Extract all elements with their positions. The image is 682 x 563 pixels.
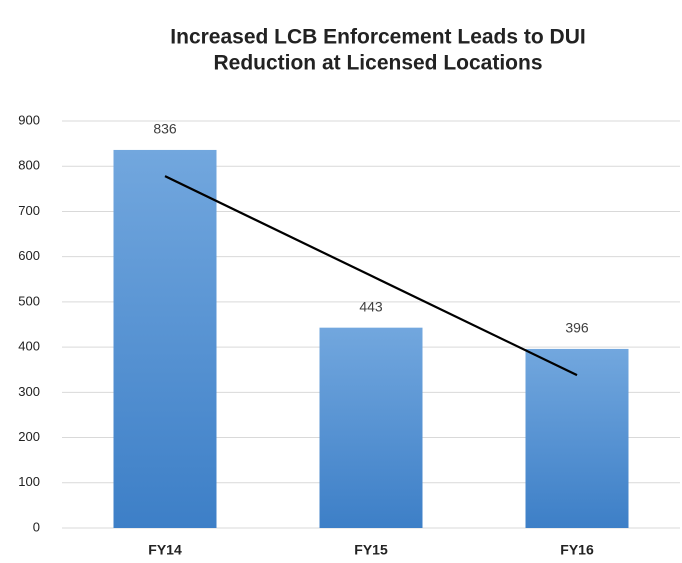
data-label: 396 [565, 320, 589, 336]
y-tick-label: 100 [18, 474, 40, 489]
chart-title: Increased LCB Enforcement Leads to DUI [170, 26, 585, 49]
y-tick-label: 0 [33, 519, 40, 534]
y-tick-label: 700 [18, 203, 40, 218]
y-tick-label: 500 [18, 293, 40, 308]
y-tick-label: 800 [18, 158, 40, 173]
trend-line [164, 175, 578, 377]
y-tick-label: 900 [18, 112, 40, 127]
bar [525, 348, 629, 528]
y-tick-label: 300 [18, 384, 40, 399]
data-label: 836 [153, 121, 177, 137]
chart-title: Reduction at Licensed Locations [213, 52, 542, 75]
x-tick-label: FY14 [148, 542, 182, 558]
bar [113, 149, 217, 529]
x-tick-label: FY16 [560, 542, 594, 558]
data-label: 443 [359, 298, 383, 314]
bar [319, 327, 423, 528]
y-tick-label: 400 [18, 339, 40, 354]
x-tick-label: FY15 [354, 542, 388, 558]
y-tick-label: 600 [18, 248, 40, 263]
y-tick-label: 200 [18, 429, 40, 444]
